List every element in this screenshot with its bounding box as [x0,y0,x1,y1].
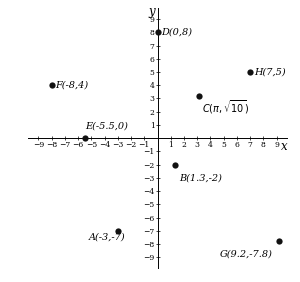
Text: $C(\pi,\sqrt{10})$: $C(\pi,\sqrt{10})$ [202,98,250,116]
Text: y: y [148,5,155,17]
Text: B(1.3,-2): B(1.3,-2) [179,174,222,183]
Text: H(7,5): H(7,5) [254,67,286,76]
Text: D(0,8): D(0,8) [161,28,192,37]
Text: x: x [281,140,288,153]
Text: G(9.2,-7.8): G(9.2,-7.8) [220,249,273,258]
Text: E(-5.5,0): E(-5.5,0) [85,122,128,131]
Text: F(-8,4): F(-8,4) [56,81,89,90]
Text: A(-3,-7): A(-3,-7) [89,233,125,242]
